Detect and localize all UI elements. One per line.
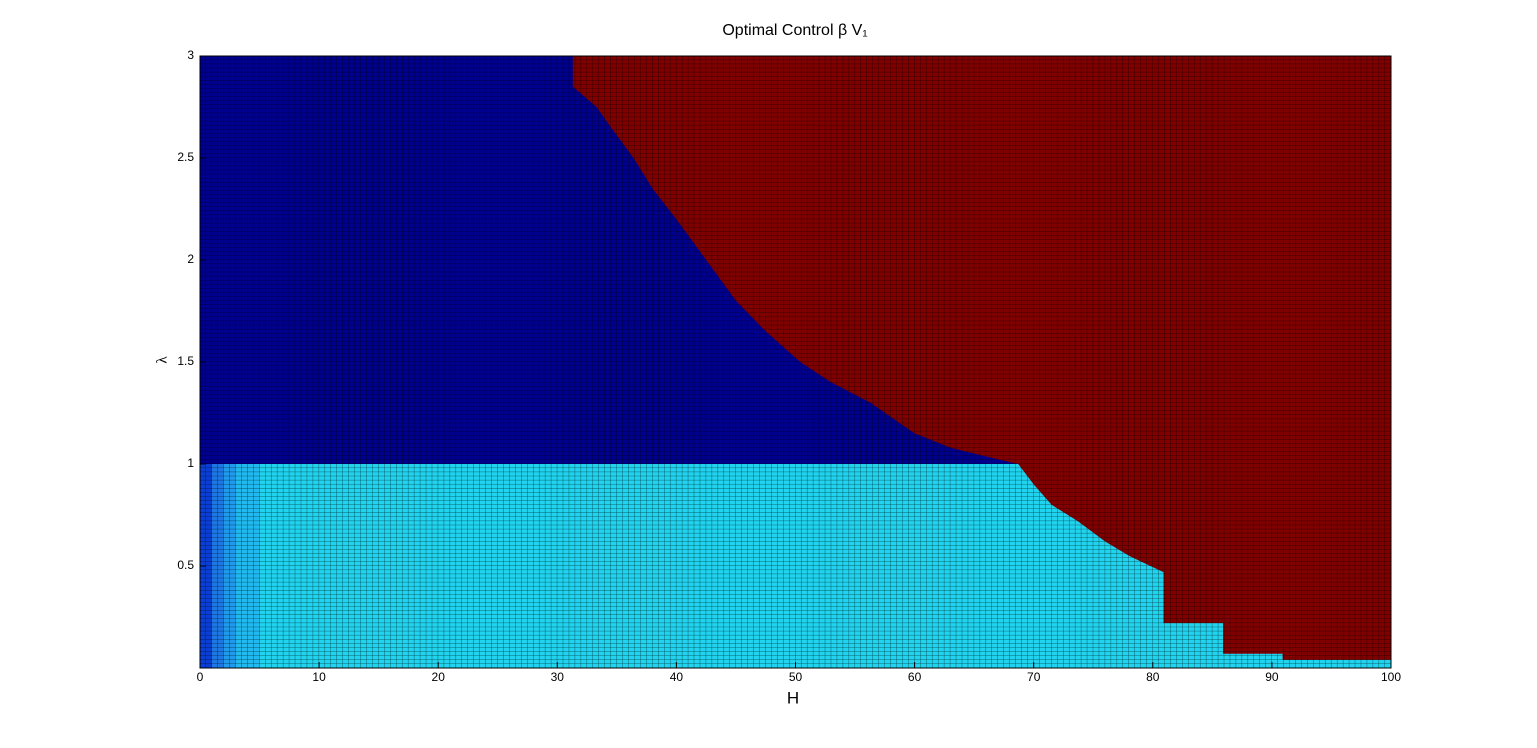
x-tick-label: 40 <box>670 670 684 684</box>
y-tick-label: 2.5 <box>177 150 194 164</box>
x-tick-label: 80 <box>1146 670 1160 684</box>
x-tick-label: 60 <box>908 670 922 684</box>
y-axis-label: λ <box>154 356 170 364</box>
x-tick-label: 70 <box>1027 670 1041 684</box>
y-tick-label: 2 <box>187 252 194 266</box>
x-tick-label: 90 <box>1265 670 1279 684</box>
x-axis-label: H <box>787 688 799 707</box>
x-tick-label: 20 <box>432 670 446 684</box>
y-tick-label: 1.5 <box>177 354 194 368</box>
y-tick-label: 0.5 <box>177 558 194 572</box>
x-tick-label: 0 <box>197 670 204 684</box>
chart-title: Optimal Control β V₁ <box>722 22 867 39</box>
y-tick-label: 3 <box>187 48 194 62</box>
x-tick-label: 50 <box>789 670 803 684</box>
x-tick-label: 100 <box>1381 670 1401 684</box>
x-tick-label: 30 <box>551 670 565 684</box>
cell-grid <box>200 56 1391 668</box>
x-tick-label: 10 <box>312 670 326 684</box>
y-tick-label: 1 <box>187 456 194 470</box>
